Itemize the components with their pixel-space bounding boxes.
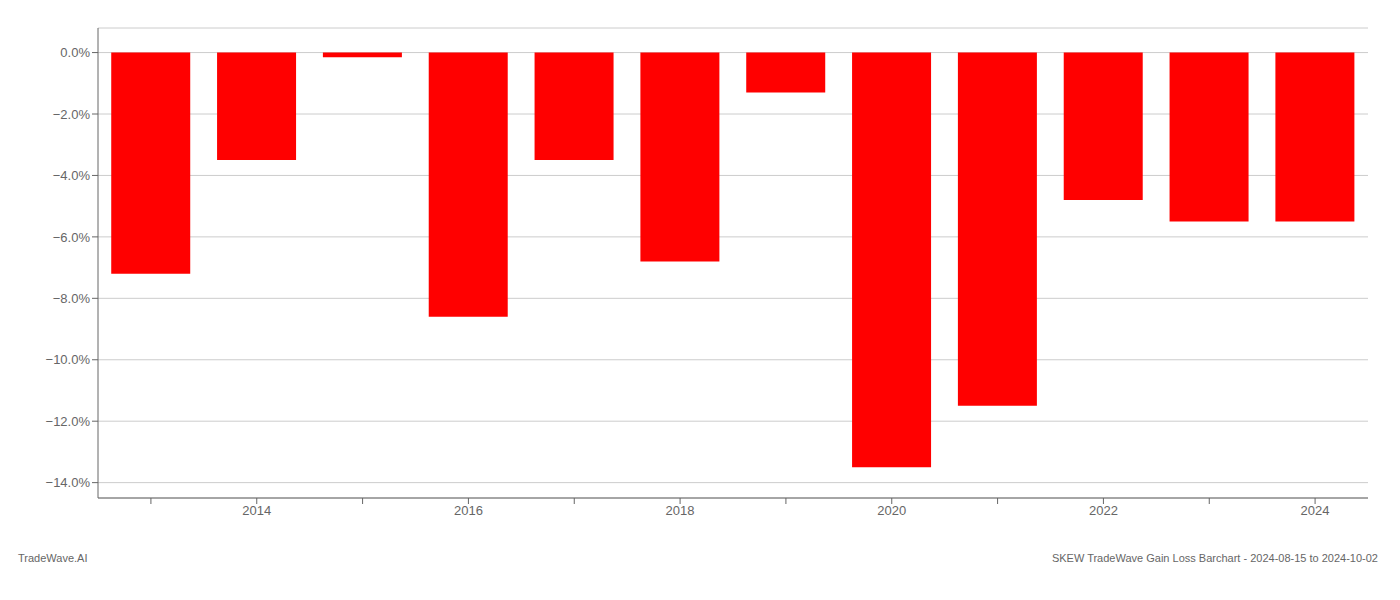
svg-text:2020: 2020 <box>877 503 906 518</box>
svg-text:−10.0%: −10.0% <box>46 352 91 367</box>
svg-text:−2.0%: −2.0% <box>53 107 91 122</box>
svg-text:0.0%: 0.0% <box>60 45 90 60</box>
svg-text:−12.0%: −12.0% <box>46 414 91 429</box>
svg-text:−6.0%: −6.0% <box>53 230 91 245</box>
html-text:TradeWave.AI: TradeWave.AI <box>18 552 88 564</box>
svg-text:2018: 2018 <box>666 503 695 518</box>
svg-text:−14.0%: −14.0% <box>46 475 91 490</box>
svg-text:2014: 2014 <box>242 503 271 518</box>
svg-text:2016: 2016 <box>454 503 483 518</box>
svg-text:−8.0%: −8.0% <box>53 291 91 306</box>
svg-text:2022: 2022 <box>1089 503 1118 518</box>
svg-text:−4.0%: −4.0% <box>53 168 91 183</box>
svg-text:2024: 2024 <box>1301 503 1330 518</box>
html-text:SKEW TradeWave Gain Loss Barch: SKEW TradeWave Gain Loss Barchart - 2024… <box>1051 552 1378 564</box>
